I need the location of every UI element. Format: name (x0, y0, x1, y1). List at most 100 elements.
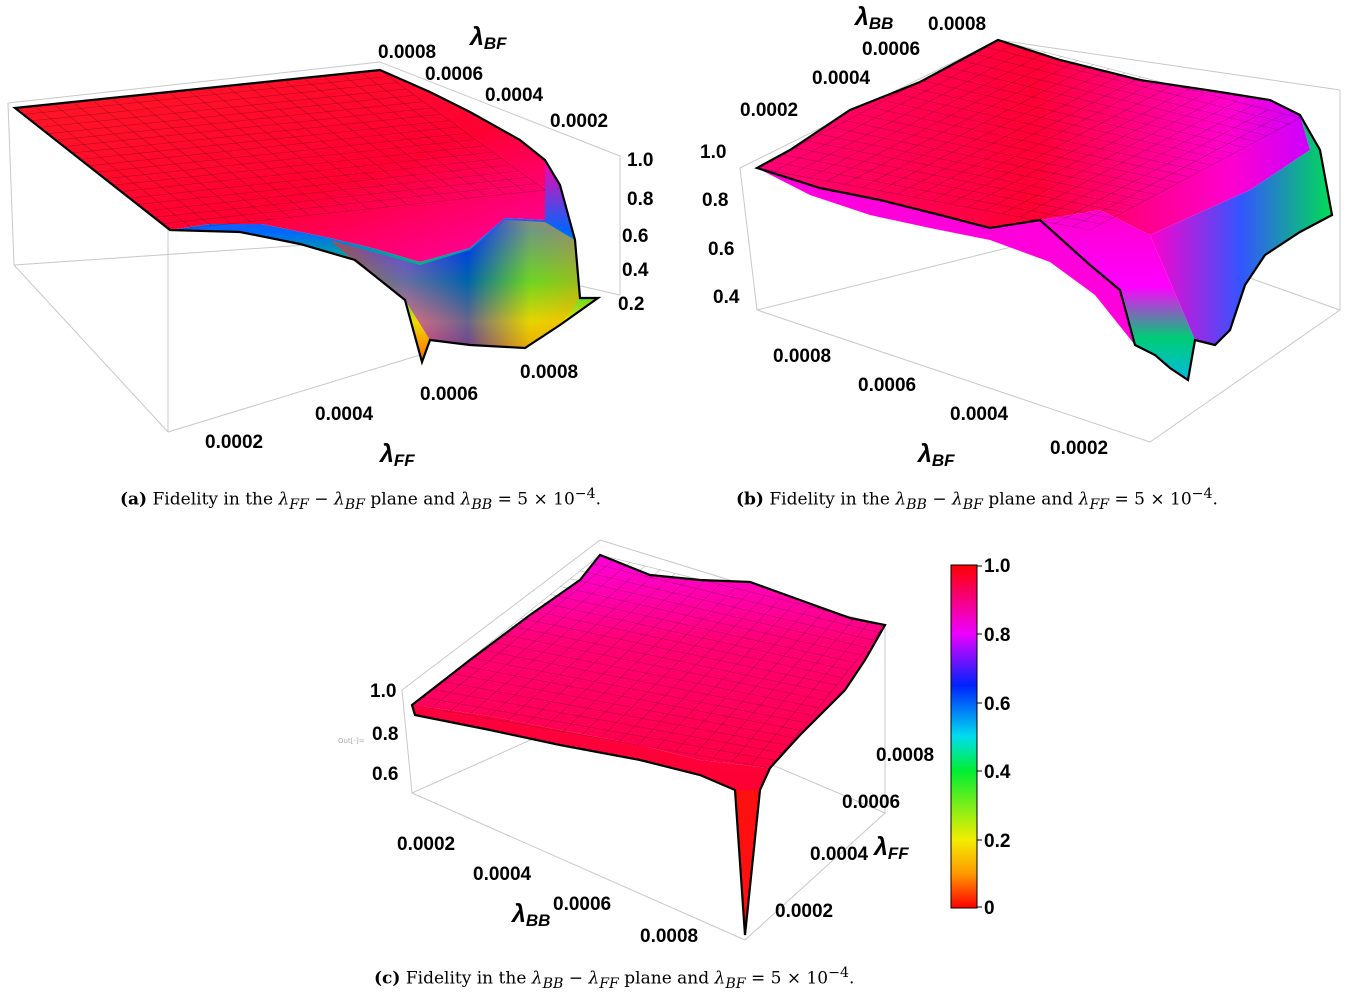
caption-a-text: plane and (364, 489, 461, 510)
caption-c-sym: λ (714, 968, 726, 989)
chart-b-z-tick: 0.4 (713, 287, 740, 308)
colorbar-tick-label: 0 (984, 898, 995, 919)
mesh-line (782, 154, 1113, 219)
caption-c-sub: BF (725, 976, 746, 993)
mesh-line (826, 56, 1062, 182)
chart-b-surface-top (757, 40, 1310, 235)
chart-a: 0.0002 0.0004 0.0006 0.0008 λFF 0.0008 0… (7, 23, 653, 470)
mesh-line (48, 94, 415, 134)
mesh-line (984, 93, 1205, 211)
mesh-line (264, 81, 428, 203)
caption-a-op: − (308, 489, 334, 510)
chart-b-x-tick: 0.0006 (858, 375, 916, 396)
mesh-line (656, 602, 796, 749)
mesh-line (791, 47, 1030, 175)
chart-c-z-ticks: 1.0 0.8 0.6 (370, 681, 398, 785)
mesh-line (562, 584, 721, 732)
chart-a-y-tick: 0.0002 (550, 111, 608, 132)
mesh-line (341, 73, 506, 195)
mesh-line (1072, 113, 1285, 228)
chart-b-y-tick: 0.0004 (812, 68, 871, 89)
mesh-line (72, 101, 232, 224)
mesh-line (713, 613, 841, 759)
mesh-line (590, 562, 880, 633)
mesh-line (411, 704, 771, 769)
stray-output-label: Out[-]= (338, 737, 365, 745)
chart-b-x-tick: 0.0002 (1050, 438, 1108, 459)
caption-b-op: = 5 × 10 (1109, 489, 1192, 510)
mesh-line (896, 93, 1212, 166)
mesh-line (543, 580, 706, 729)
caption-b-op: − (926, 489, 952, 510)
mesh-line (959, 59, 1267, 136)
mesh-line (431, 688, 783, 754)
caption-c-text: Fidelity in the (405, 968, 532, 989)
mesh-line (163, 183, 537, 224)
mesh-line (524, 576, 691, 726)
mesh-line (985, 46, 1290, 125)
caption-c: (c) Fidelity in the λBB − λFF plane and … (374, 965, 854, 992)
chart-a-x-label: λFF (378, 440, 415, 470)
colorbar-tick-label: 0.6 (984, 694, 1010, 715)
mesh-line (967, 88, 1189, 208)
mesh-line (1019, 101, 1237, 218)
chart-b: 0.0008 0.0006 0.0004 0.0002 λBF 0.0002 0… (700, 3, 1341, 470)
caption-b-tag: (b) (736, 489, 764, 510)
caption-b-exp: −4 (1191, 486, 1213, 502)
caption-b-text: Fidelity in the (769, 489, 896, 510)
chart-b-y-tick: 0.0006 (862, 39, 920, 60)
mesh-line (461, 665, 801, 731)
caption-b-sym: λ (1078, 489, 1090, 510)
chart-b-y-tick: 0.0002 (740, 100, 798, 121)
chart-a-x-tick: 0.0006 (420, 384, 478, 405)
mesh-line (39, 88, 407, 128)
chart-c-y-tick: 0.0004 (810, 844, 869, 865)
mesh-line (506, 573, 676, 722)
caption-b-sym: λ (895, 489, 907, 510)
caption-a-sym: λ (333, 489, 345, 510)
mesh-line (206, 87, 369, 210)
chart-c-surface-spike (735, 790, 760, 935)
chart-c-surface-top (412, 555, 885, 768)
caption-a-end: . (595, 489, 602, 510)
caption-a-sub: FF (289, 497, 309, 514)
chart-a-z-tick: 1.0 (627, 150, 653, 171)
chart-b-z-tick: 1.0 (700, 142, 726, 163)
mesh-line (114, 145, 485, 186)
caption-a-sub: BF (344, 497, 365, 514)
chart-c-z-tick: 0.8 (372, 724, 398, 745)
mesh-line (520, 617, 837, 686)
chart-c-y-tick: 0.0002 (775, 901, 833, 922)
caption-c-op: = 5 × 10 (745, 968, 829, 989)
caption-b-text: plane and (983, 489, 1079, 510)
mesh-line (481, 649, 813, 716)
chart-c-x-tick: 0.0004 (473, 864, 532, 885)
mesh-line (302, 77, 467, 199)
mesh-line (694, 610, 826, 755)
caption-c-sym: λ (531, 968, 543, 989)
mesh-line (972, 53, 1278, 131)
chart-a-y-tick: 0.0004 (485, 85, 544, 106)
chart-a-y-tick: 0.0008 (378, 42, 436, 63)
caption-b-sym: λ (951, 489, 963, 510)
chart-c-surface-front (412, 705, 770, 935)
chart-b-x-tick: 0.0008 (773, 346, 831, 367)
mesh-line (897, 72, 1126, 195)
chart-b-y-label: λBB (853, 3, 893, 33)
mesh-line (580, 570, 873, 641)
mesh-line (1054, 109, 1269, 224)
mesh-line (750, 621, 871, 765)
mesh-line (540, 602, 849, 671)
mesh-line (820, 134, 1146, 201)
mesh-line (932, 80, 1158, 201)
mesh-line (105, 139, 476, 179)
chart-b-x-label: λBF (916, 440, 955, 470)
chart-a-x-tick: 0.0002 (205, 432, 263, 453)
chart-b-z-ticks: 1.0 0.8 0.6 0.4 (700, 142, 740, 308)
mesh-line (914, 76, 1142, 198)
mesh-line (909, 86, 1223, 160)
chart-a-z-tick: 0.4 (622, 260, 649, 281)
mesh-line (879, 68, 1110, 192)
mesh-line (921, 80, 1234, 154)
caption-c-exp: −4 (828, 965, 849, 981)
